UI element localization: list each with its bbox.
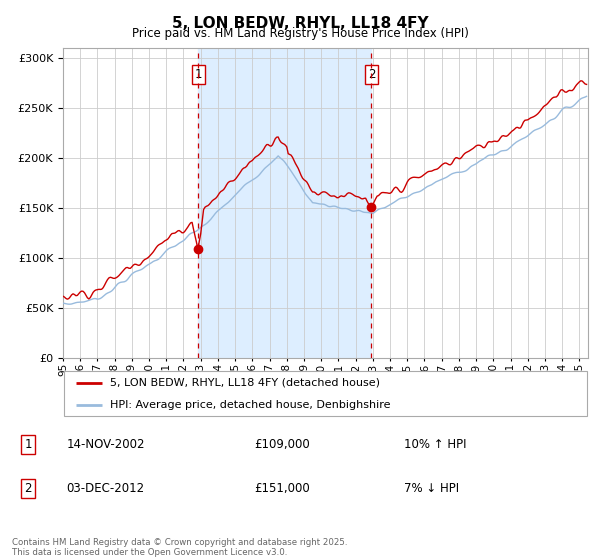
Text: Contains HM Land Registry data © Crown copyright and database right 2025.
This d: Contains HM Land Registry data © Crown c…: [12, 538, 347, 557]
FancyBboxPatch shape: [64, 371, 587, 416]
Text: 1: 1: [25, 438, 32, 451]
Text: 2: 2: [25, 482, 32, 494]
Text: £151,000: £151,000: [254, 482, 310, 494]
Text: HPI: Average price, detached house, Denbighshire: HPI: Average price, detached house, Denb…: [110, 400, 391, 410]
Text: £109,000: £109,000: [254, 438, 310, 451]
Text: Price paid vs. HM Land Registry's House Price Index (HPI): Price paid vs. HM Land Registry's House …: [131, 27, 469, 40]
Text: 1: 1: [195, 68, 202, 81]
Text: 7% ↓ HPI: 7% ↓ HPI: [404, 482, 459, 494]
Bar: [199, 48, 371, 358]
Text: 2: 2: [368, 68, 375, 81]
Text: 03-DEC-2012: 03-DEC-2012: [67, 482, 145, 494]
Text: 5, LON BEDW, RHYL, LL18 4FY (detached house): 5, LON BEDW, RHYL, LL18 4FY (detached ho…: [110, 378, 380, 388]
Text: 10% ↑ HPI: 10% ↑ HPI: [404, 438, 466, 451]
Text: 14-NOV-2002: 14-NOV-2002: [67, 438, 145, 451]
Text: 5, LON BEDW, RHYL, LL18 4FY: 5, LON BEDW, RHYL, LL18 4FY: [172, 16, 428, 31]
